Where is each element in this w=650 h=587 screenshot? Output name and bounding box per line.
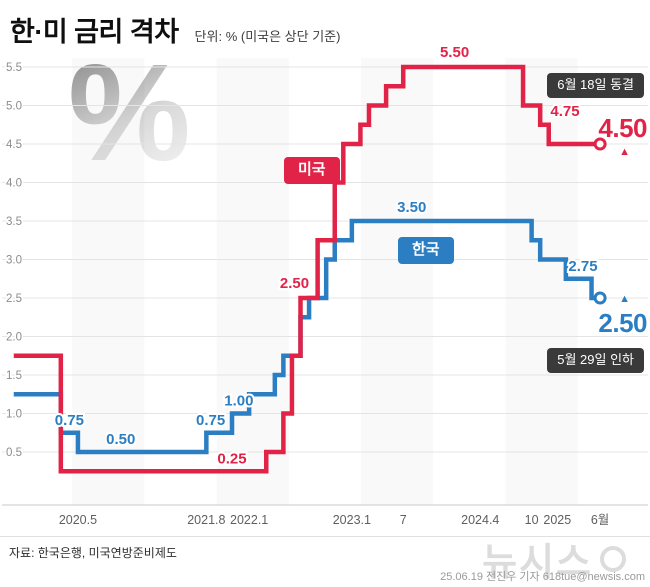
y-axis-label: 5.0 — [6, 101, 22, 113]
us-up-arrow-icon: ▲ — [619, 146, 630, 158]
point-label-korea: 0.75 — [196, 412, 225, 429]
byline: 25.06.19 전진우 기자 618tue@newsis.com — [440, 571, 645, 583]
point-label-us: 0.25 — [217, 450, 246, 467]
footer-divider — [0, 536, 650, 537]
x-axis-label: 2023.1 — [333, 513, 371, 527]
y-axis-label: 3.5 — [6, 216, 22, 228]
x-axis-label: 6월 — [591, 513, 609, 527]
kr-up-arrow-icon: ▲ — [619, 293, 630, 305]
newsis-logo-icon — [600, 545, 626, 572]
point-label-us: 4.75 — [550, 103, 579, 120]
x-axis-label: 2022.1 — [230, 513, 268, 527]
y-axis-label: 5.5 — [6, 62, 22, 74]
x-axis-label: 10 — [525, 513, 539, 527]
rate-step-chart: 5.5 5.0 4.5 4.0 3.5 3.0 2.5 2.0 1.5 1.0 0.5 2020.5 2… — [2, 42, 648, 527]
newsis-watermark: 뉴시스 — [482, 531, 626, 586]
y-axis-label: 4.5 — [6, 139, 22, 151]
series-line-korea — [13, 218, 601, 455]
point-label-korea: 0.50 — [106, 431, 135, 448]
point-label-korea: 2.75 — [568, 258, 597, 275]
x-axis-label: 2025 — [543, 513, 571, 527]
point-label-korea: 1.00 — [224, 393, 253, 410]
end-marker-korea — [593, 291, 607, 305]
point-label-us: 5.50 — [440, 44, 469, 61]
x-axis-label: 2024.4 — [461, 513, 499, 527]
y-axis-label: 1.5 — [6, 370, 22, 382]
kr-event-badge: 5월 29일 인하 — [547, 348, 644, 373]
y-axis-label: 2.0 — [6, 332, 22, 344]
y-axis-label: 3.0 — [6, 255, 22, 267]
point-label-korea: 3.50 — [397, 199, 426, 216]
y-axis-label: 2.5 — [6, 293, 22, 305]
series-label-us: 미국 — [284, 157, 340, 184]
bg-stripe — [361, 58, 433, 505]
end-marker-us — [593, 137, 607, 151]
x-axis-label: 2020.5 — [59, 513, 97, 527]
y-axis-label: 1.0 — [6, 409, 22, 421]
unit-note: 단위: % (미국은 상단 기준) — [194, 29, 341, 44]
series-label-korea: 한국 — [398, 237, 454, 264]
header: 한·미 금리 격차 단위: % (미국은 상단 기준) — [10, 10, 340, 49]
source-note: 자료: 한국은행, 미국연방준비제도 — [9, 546, 177, 560]
point-label-korea: 0.75 — [55, 412, 84, 429]
y-axis-label: 0.5 — [6, 447, 22, 459]
us-event-badge: 6월 18일 동결 — [547, 73, 644, 98]
point-label-us: 2.50 — [280, 275, 309, 292]
y-axis-label: 4.0 — [6, 178, 22, 190]
x-axis-label: 7 — [400, 513, 407, 527]
kr-current-rate: 2.50 — [598, 308, 647, 338]
newsis-watermark-text: 뉴시스 — [482, 542, 593, 584]
x-axis-label: 2021.8 — [187, 513, 225, 527]
page-title: 한·미 금리 격차 — [10, 17, 179, 47]
series-line-us — [13, 64, 601, 474]
us-current-rate: 4.50 — [598, 113, 647, 143]
bg-stripe — [217, 58, 289, 505]
